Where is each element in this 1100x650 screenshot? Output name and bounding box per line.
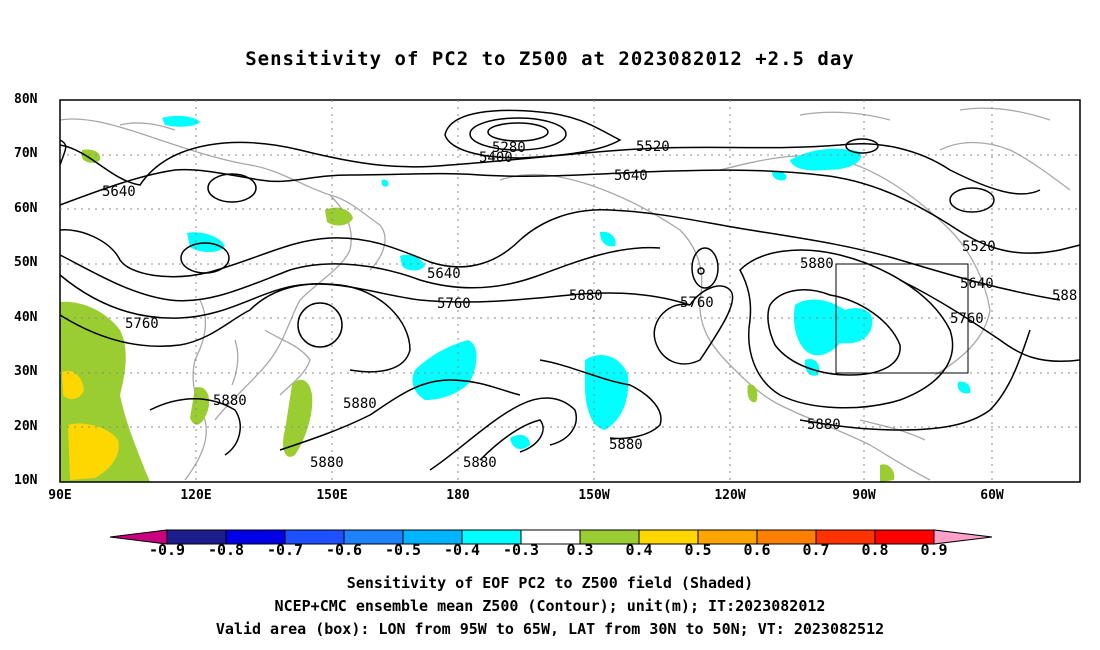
- contour-label: 5880: [800, 256, 834, 272]
- colorbar-label: -0.6: [325, 541, 363, 559]
- contour-label: 5400: [479, 150, 513, 166]
- contour-label: 5880: [463, 455, 497, 471]
- colorbar-label: 0.9: [920, 541, 948, 559]
- contour-label: 5640: [102, 184, 136, 200]
- lat-label: 60N: [14, 201, 38, 216]
- lat-label: 70N: [14, 146, 38, 161]
- colorbar-label: 0.7: [802, 541, 830, 559]
- caption-contour: NCEP+CMC ensemble mean Z500 (Contour); u…: [274, 597, 826, 615]
- lon-label: 120W: [714, 488, 746, 503]
- lat-label: 50N: [14, 255, 38, 270]
- contour-label: 5520: [962, 239, 996, 255]
- negative-sensitivity: [162, 115, 971, 450]
- contour-label: 5760: [437, 296, 471, 312]
- lat-label: 20N: [14, 419, 38, 434]
- colorbar-label: -0.5: [384, 541, 422, 559]
- contour-label: 5640: [614, 168, 648, 184]
- lat-label: 80N: [14, 92, 38, 107]
- colorbar-label: 0.5: [684, 541, 712, 559]
- contour-label: 5880: [807, 417, 841, 433]
- contour-label: 5880: [213, 393, 247, 409]
- colorbar-label: 0.3: [566, 541, 594, 559]
- contour-labels: 5280 5400 5520 5640 5640 5640 5520 5760 …: [102, 139, 1077, 471]
- contour-label: 5280: [492, 140, 526, 156]
- lon-label: 90W: [852, 488, 876, 503]
- valid-area-box: [835, 263, 969, 374]
- colorbar-label: 0.6: [743, 541, 771, 559]
- contour-label: 5880: [310, 455, 344, 471]
- map-title: Sensitivity of PC2 to Z500 at 2023082012…: [245, 48, 855, 70]
- contour-label: 5880: [609, 437, 643, 453]
- colorbar-label: -0.8: [207, 541, 245, 559]
- caption-valid-area: Valid area (box): LON from 95W to 65W, L…: [215, 620, 885, 638]
- colorbar-label: -0.9: [148, 541, 186, 559]
- lat-label: 10N: [14, 473, 38, 488]
- coastlines: [59, 107, 1071, 481]
- colorbar-label: -0.4: [443, 541, 481, 559]
- positive-sensitivity: [60, 149, 895, 482]
- lon-label: 60W: [980, 488, 1004, 503]
- caption-shading: Sensitivity of EOF PC2 to Z500 field (Sh…: [346, 574, 754, 592]
- colorbar-label: 0.8: [861, 541, 889, 559]
- lon-label: 120E: [180, 488, 212, 503]
- lon-label: 180: [446, 488, 470, 503]
- graticule: [60, 100, 1080, 482]
- colorbar: [109, 529, 993, 545]
- colorbar-label: -0.7: [266, 541, 304, 559]
- lat-label: 30N: [14, 364, 38, 379]
- z500-contours: [59, 109, 1081, 471]
- lon-label: 90E: [48, 488, 72, 503]
- contour-label: 5640: [427, 266, 461, 282]
- strong-positive-sensitivity: [62, 370, 119, 480]
- lon-label: 150W: [578, 488, 610, 503]
- contour-label: 5880: [343, 396, 377, 412]
- contour-label: 5760: [680, 295, 714, 311]
- colorbar-label: -0.3: [502, 541, 540, 559]
- lat-label: 40N: [14, 310, 38, 325]
- contour-label: 5880: [569, 288, 603, 304]
- contour-label: 588: [1052, 288, 1077, 304]
- contour-label: 5520: [636, 139, 670, 155]
- colorbar-arrow-right: [933, 529, 993, 545]
- lon-label: 150E: [316, 488, 348, 503]
- contour-label: 5640: [960, 276, 994, 292]
- colorbar-label: 0.4: [625, 541, 653, 559]
- contour-label: 5760: [950, 311, 984, 327]
- contour-label: 5760: [125, 316, 159, 332]
